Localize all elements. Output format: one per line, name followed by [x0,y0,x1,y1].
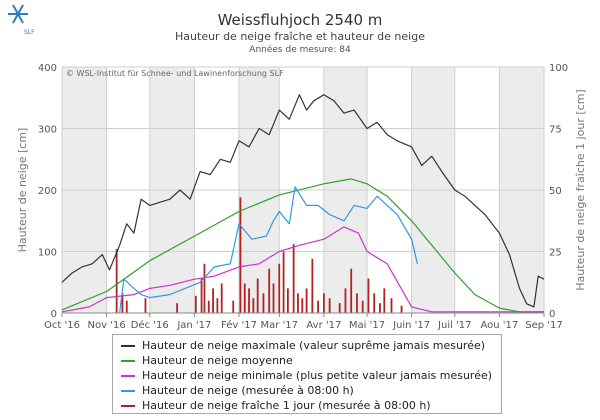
logo-text: SLF [24,29,35,36]
series-max-line [61,94,545,308]
fresh-snow-bar [194,295,197,313]
x-tick-label: Sep '17 [525,320,563,331]
axes: 0 100 200 300 400 0 25 50 75 100 Oct '16 Nov '16 Déc… [38,63,568,331]
fresh-snow-bar [286,288,289,313]
fresh-snow-bar [311,258,314,313]
fresh-snow-bar [292,244,295,313]
y-right-tick-label: 75 [549,125,562,136]
fresh-snow-bar [121,293,124,313]
y-right-tick-label: 50 [549,186,562,197]
fresh-snow-bar [361,300,364,313]
fresh-snow-bar [373,293,376,313]
fresh-snow-bar [200,278,203,313]
fresh-snow-bar [262,293,265,313]
fresh-snow-bar [305,288,308,313]
fresh-snow-bar [212,288,214,313]
y-right-tick-label: 100 [549,63,568,74]
fresh-snow-bar [379,303,381,313]
fresh-snow-bar [207,300,210,313]
legend: Hauteur de neige maximale (valeur suprêm… [112,334,502,414]
chart-title: Weissfluhjoch 2540 m [218,11,383,29]
y-left-tick-label: 100 [38,248,57,259]
y-left-title: Hauteur de neige [cm] [16,128,29,253]
fresh-snow-bar [278,263,281,313]
legend-label-fresh: Hauteur de neige fraîche 1 jour (mesurée… [142,399,431,412]
chart-subtitle: Hauteur de neige fraîche et hauteur de n… [175,30,425,43]
series-min-line [61,226,544,313]
fresh-snow-bar [322,293,325,313]
fresh-snow-bar [356,293,358,313]
y-left-tick-label: 300 [38,125,57,136]
fresh-snow-bar [220,283,223,313]
legend-label-mean: Hauteur de neige moyenne [142,354,293,367]
y-right-tick-label: 0 [549,309,555,320]
fresh-snow-bar [252,298,255,313]
snowflake-icon [8,4,28,24]
fresh-snow-bar [383,288,386,313]
fresh-snow-bar [125,300,128,313]
fresh-snow-bar [144,298,147,313]
fresh-snow-bar [256,278,259,313]
y-left-tick-label: 400 [38,63,57,74]
fresh-snow-bar [268,268,271,313]
x-tick-label: Oct '16 [44,320,80,331]
fresh-snow-bar [248,288,250,313]
fresh-snow-bar [297,293,299,313]
fresh-snow-bar [239,197,242,313]
legend-item-max: Hauteur de neige maximale (valeur suprêm… [121,338,501,353]
legend-item-mean: Hauteur de neige moyenne [121,353,501,368]
fresh-snow-bar [232,300,235,313]
series-depth-line [119,186,418,314]
fresh-snow-bar [344,288,347,313]
fresh-snow-bar [243,283,246,313]
legend-swatch-mean [121,359,135,362]
x-tick-label: Fév '17 [221,319,257,331]
fresh-snow-bar [350,268,353,313]
fresh-snow-bar [216,298,219,313]
fresh-snow-bar [400,305,403,313]
x-tick-label: Déc '16 [131,319,169,331]
x-tick-label: Juil '17 [437,320,472,331]
fresh-snow-bar [328,298,331,313]
fresh-snow-bar [272,283,275,313]
fresh-snow-bar [176,303,179,313]
fresh-snow-bar [367,278,370,313]
legend-label-max: Hauteur de neige maximale (valeur suprêm… [142,339,486,352]
series-layer [61,94,545,314]
legend-item-min: Hauteur de neige minimale (plus petite v… [121,368,501,383]
fresh-snow-bar [338,303,341,313]
x-tick-label: Nov '16 [88,320,126,331]
legend-label-min: Hauteur de neige minimale (plus petite v… [142,369,493,382]
legend-swatch-depth [121,389,135,392]
y-left-tick-label: 200 [38,186,57,197]
fresh-snow-bar [282,251,285,313]
y-left-tick-label: 0 [51,309,57,320]
legend-swatch-fresh [121,404,135,407]
legend-label-depth: Hauteur de neige (mesurée à 08:00 h) [142,384,354,397]
legend-item-depth: Hauteur de neige (mesurée à 08:00 h) [121,383,501,398]
legend-swatch-min [121,374,135,377]
measure-years: Années de mesure: 84 [249,44,351,55]
x-tick-label: Juin '17 [392,320,430,331]
legend-swatch-max [121,344,135,347]
grid-lines [61,66,545,314]
fresh-snow-bar [390,298,393,313]
x-tick-label: Avr '17 [306,320,341,331]
fresh-snow-bar [301,298,304,313]
fresh-snow-bar [203,263,206,313]
fresh-snow-bar [115,249,118,313]
y-right-tick-label: 25 [549,248,562,259]
logo: SLF [8,4,35,36]
credit-text: © WSL-Institut für Schnee- und Lawinenfo… [66,69,284,78]
series-mean-line [61,178,544,313]
fresh-snow-bar [317,300,320,313]
legend-item-fresh: Hauteur de neige fraîche 1 jour (mesurée… [121,398,501,413]
x-tick-label: Mai '17 [349,320,385,331]
y-right-title: Hauteur de neige fraîche 1 jour [cm] [574,89,587,290]
x-tick-label: Aou '17 [481,320,519,331]
x-tick-label: Jan '17 [176,320,211,331]
x-tick-label: Mar '17 [260,320,298,331]
